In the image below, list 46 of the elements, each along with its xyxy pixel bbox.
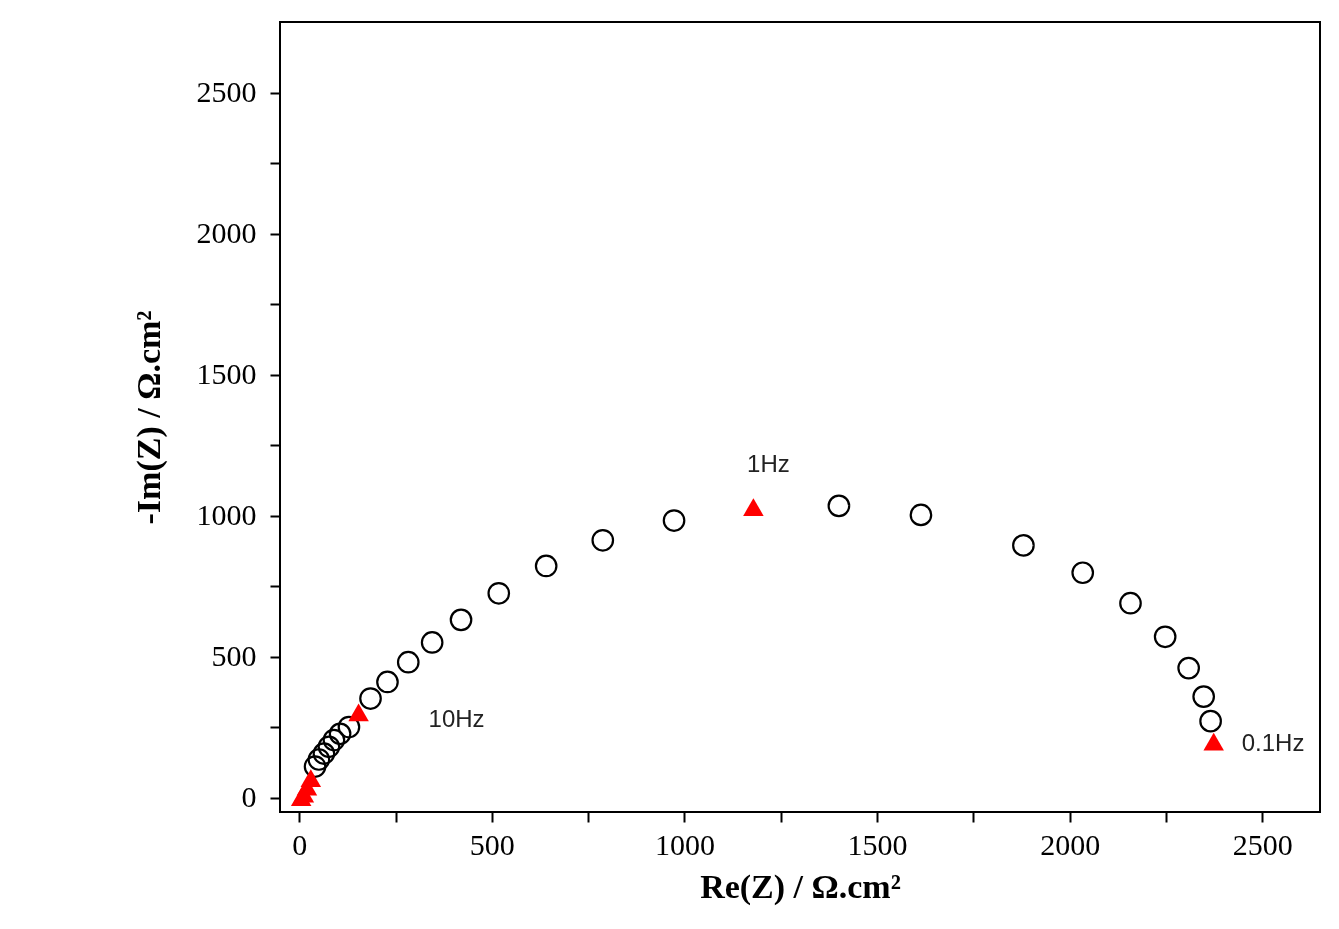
point [317,735,341,759]
y-tick-label: 2000 [196,216,257,250]
point [534,554,558,578]
point [312,742,336,765]
point [307,748,331,771]
point [1153,625,1177,649]
x-tick-label: 1000 [654,827,715,861]
x-tick-label: 2000 [1040,827,1101,861]
x-tick-label: 500 [469,827,515,861]
y-tick-label: 1500 [196,357,257,391]
y-tick-label: 0 [241,780,257,814]
point [303,755,327,778]
point [449,608,473,632]
point [591,528,615,552]
annotation: 0.1Hz [1241,728,1305,756]
annotation: 1Hz [747,450,790,477]
point [1192,685,1216,708]
point [909,503,933,527]
point [1119,591,1142,615]
point [322,728,346,752]
point [359,687,382,710]
point [420,631,444,654]
point [376,670,399,694]
point [662,509,686,532]
point [328,722,352,746]
point [348,703,369,722]
annotation: 10Hz [428,705,485,733]
point [827,494,851,518]
point [1071,561,1095,585]
x-axis-title: Re(Z) / Ω.cm² [700,867,901,906]
point [337,715,361,739]
point [300,769,322,788]
point [1203,732,1224,751]
y-axis-title: -Im(Z) / Ω.cm² [129,310,168,525]
y-tick-label: 500 [211,639,257,673]
x-tick-label: 2500 [1232,827,1293,861]
point [487,582,511,605]
point [1012,534,1035,557]
point [1177,656,1200,680]
y-tick-label: 1000 [196,498,257,532]
x-tick-label: 1500 [847,827,908,861]
point [1199,709,1222,733]
y-tick-label: 2500 [196,75,257,109]
point [396,650,420,674]
x-tick-label: 0 [292,827,308,861]
point [743,498,764,516]
